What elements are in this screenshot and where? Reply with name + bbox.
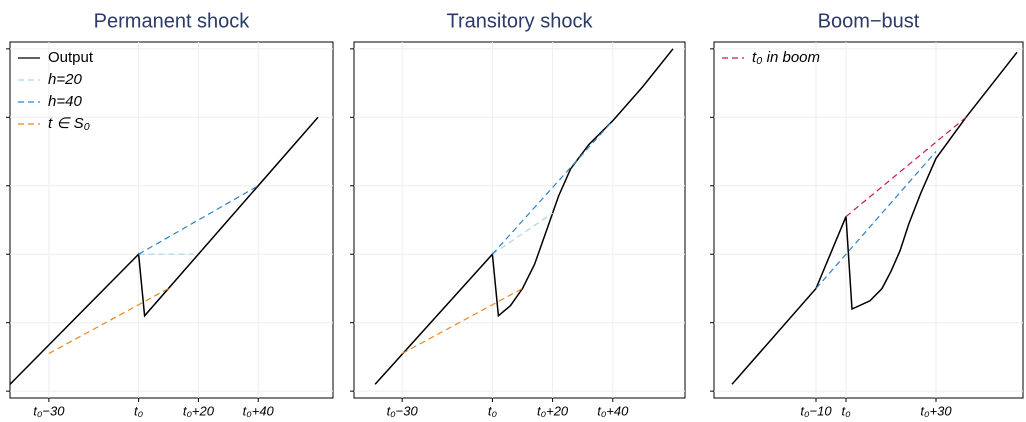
panel: Permanent shock t₀−30 t₀ t₀+20 t₀+40 Output h=… — [6, 10, 334, 418]
legend-label: Output — [48, 49, 94, 66]
panel: Transitory shock t₀−30 t₀ t₀+20 t₀+40 — [350, 10, 686, 418]
series-line — [374, 48, 674, 385]
x-tick-label: t₀+40 — [597, 403, 629, 418]
x-tick-label: t₀−30 — [33, 403, 65, 418]
series-line — [401, 287, 523, 355]
series-line — [9, 116, 319, 385]
series-line — [845, 116, 967, 218]
legend-label: h=20 — [48, 71, 82, 88]
series-line — [138, 185, 259, 255]
panel-title: Boom−bust — [818, 10, 920, 32]
x-tick-label: t₀ — [488, 403, 498, 418]
plot-area — [9, 41, 334, 399]
legend-label: h=40 — [48, 93, 82, 110]
x-tick-label: t₀−10 — [800, 403, 832, 418]
x-tick-label: t₀ — [841, 403, 851, 418]
x-tick-label: t₀+30 — [920, 403, 952, 418]
panel-title: Permanent shock — [94, 10, 251, 32]
panel-title: Transitory shock — [447, 10, 594, 32]
legend-label: t ∈ S₀ — [48, 115, 90, 132]
series-line — [815, 151, 937, 289]
x-tick-label: t₀ — [134, 403, 144, 418]
panel: Boom−bust t₀−10 t₀ t₀+30 t₀ in boom — [710, 10, 1024, 418]
series-line — [48, 287, 169, 355]
x-tick-label: t₀+40 — [243, 403, 275, 418]
x-tick-label: t₀+20 — [537, 403, 569, 418]
x-tick-label: t₀−30 — [387, 403, 419, 418]
x-tick-label: t₀+20 — [183, 403, 215, 418]
legend-label: t₀ in boom — [752, 49, 820, 66]
series-line — [492, 212, 553, 255]
plot-area — [713, 41, 1024, 399]
